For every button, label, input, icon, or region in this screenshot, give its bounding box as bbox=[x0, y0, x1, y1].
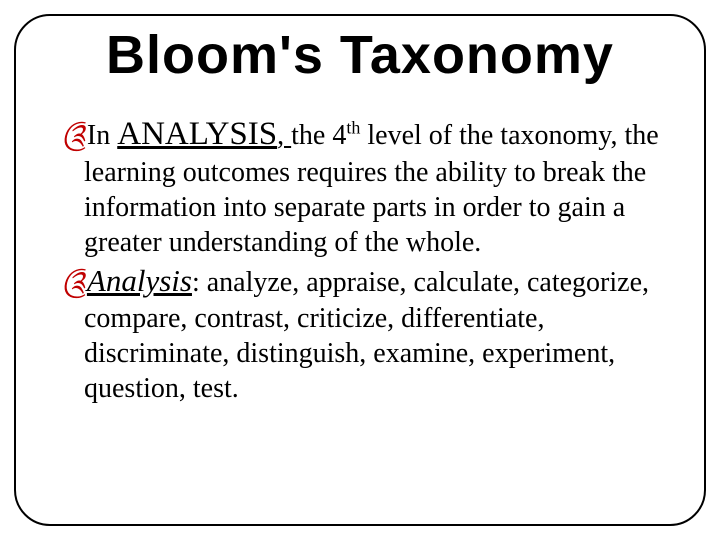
para1-mid: the 4 bbox=[291, 120, 346, 151]
slide-content: Bloom's Taxonomy ༊In ANALYSIS, the 4th l… bbox=[40, 20, 680, 520]
paragraph-analysis-verbs: ༊Analysis: analyze, appraise, calculate,… bbox=[62, 262, 680, 406]
body-text: ༊In ANALYSIS, the 4th level of the taxon… bbox=[40, 114, 680, 406]
para1-superscript: th bbox=[346, 118, 360, 138]
para1-comma: , bbox=[277, 120, 291, 151]
para1-keyword: ANALYSIS bbox=[117, 116, 277, 152]
para1-prefix: In bbox=[87, 120, 117, 151]
slide-title: Bloom's Taxonomy bbox=[40, 24, 680, 86]
para2-keyword: Analysis bbox=[87, 263, 192, 298]
bullet-icon: ༊ bbox=[62, 120, 87, 151]
bullet-icon: ༊ bbox=[62, 267, 87, 298]
paragraph-analysis-definition: ༊In ANALYSIS, the 4th level of the taxon… bbox=[62, 114, 680, 260]
